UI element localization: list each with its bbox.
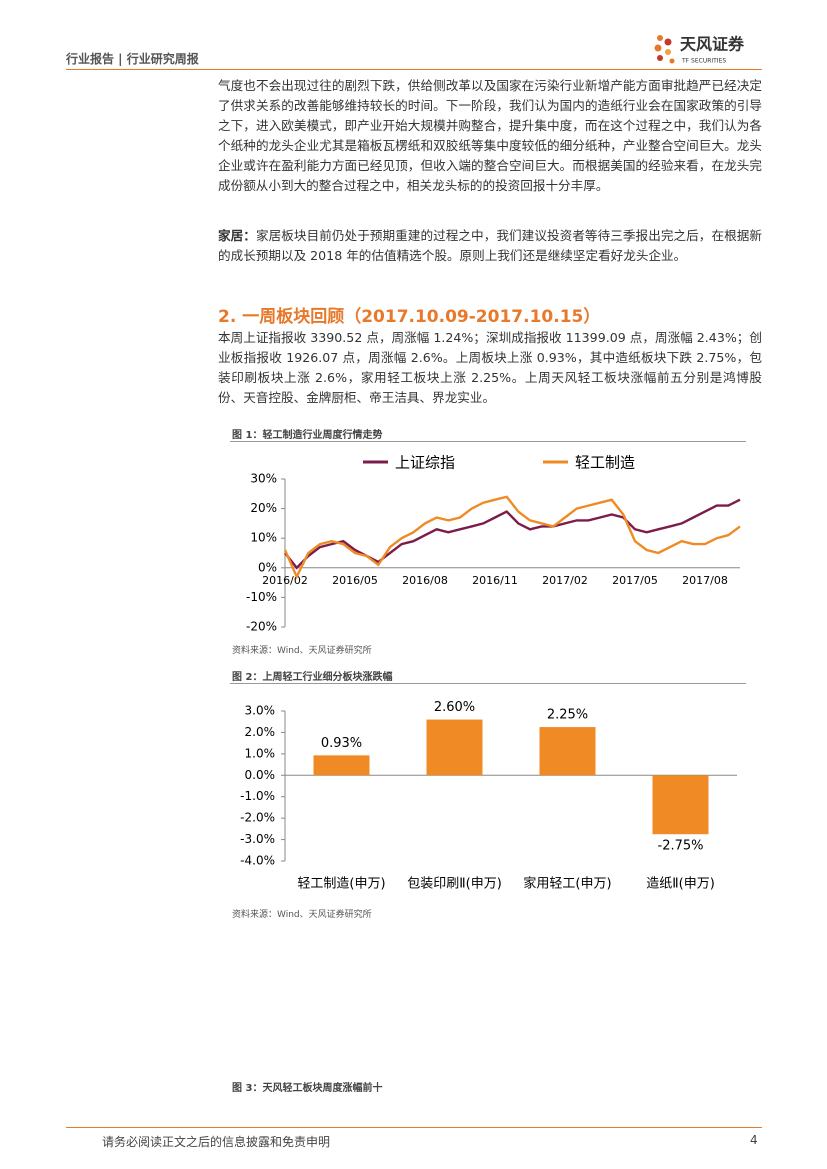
x-tick-label: 2017/08 [682, 574, 728, 587]
x-tick-label: 造纸Ⅱ(申万) [646, 877, 715, 892]
figure-source: 资料来源：Wind、天风证券研究所 [232, 910, 372, 920]
paragraph: 气度也不会出现过往的剧烈下跌，供给侧改革以及国家在污染行业新增产能方面审批趋严已… [218, 78, 762, 193]
y-tick-label: -3.0% [240, 832, 275, 846]
legend-label: 上证综指 [395, 454, 455, 472]
y-tick-label: 30% [250, 472, 277, 486]
bar [426, 719, 483, 776]
x-tick-label: 2016/11 [472, 574, 518, 587]
footer-disclaimer: 请务必阅读正文之后的信息披露和免责申明 [102, 1135, 331, 1149]
y-tick-label: 10% [250, 531, 277, 545]
paragraph-lead: 家居： [218, 228, 256, 243]
header-label: 行业报告 | 行业研究周报 [66, 52, 199, 66]
value-label: 2.25% [547, 708, 588, 723]
value-label: 0.93% [321, 736, 362, 751]
line-chart: -20% -10% 0% 10% 20% 30% 2016/02 2016/05 2016/08… [246, 454, 741, 634]
y-tick-label: -4.0% [240, 854, 275, 868]
y-tick-label: 1.0% [245, 746, 276, 760]
caption-rule [230, 683, 746, 684]
series-line [284, 498, 741, 570]
x-tick-label: 2016/05 [332, 574, 378, 587]
y-tick-label: -1.0% [240, 789, 275, 803]
figure-caption: 图 1：轻工制造行业周度行情走势 [232, 430, 383, 441]
logo-subtext: TF SECURITIES [681, 58, 726, 65]
x-tick-label: 2016/02 [262, 574, 308, 587]
paragraph-text: 家居板块目前仍处于预期重建的过程之中，我们建议投资者等待三季报出完之后，在根据新… [218, 228, 763, 263]
y-tick-label: 0% [258, 560, 277, 574]
paragraph: 本周上证指报收 3390.52 点，周涨幅 1.24%；深圳成指报收 11399… [218, 330, 762, 405]
bar [313, 755, 370, 776]
footer-rule [66, 1127, 762, 1128]
y-tick-label: -10% [246, 590, 277, 604]
value-label: 2.60% [434, 700, 475, 715]
header-rule [66, 69, 762, 70]
bar [539, 727, 596, 776]
x-tick-label: 轻工制造(申万) [297, 877, 385, 892]
x-tick-label: 包装印刷Ⅱ(申万) [407, 877, 502, 892]
y-tick-label: 20% [250, 501, 277, 515]
x-tick-label: 家用轻工(申万) [523, 876, 611, 892]
logo-text: 天风证券 [680, 35, 745, 54]
y-tick-label: -20% [246, 620, 277, 634]
bar-chart: -4.0% -3.0% -2.0% -1.0% 0.0% 1.0% 2.0% 3.0% 0.93… [240, 700, 737, 892]
value-label: -2.75% [658, 839, 704, 854]
section-heading: 2. 一周板块回顾（2017.10.09-2017.10.15） [218, 307, 601, 327]
y-tick-label: 0.0% [245, 768, 276, 782]
y-tick-label: -2.0% [240, 811, 275, 825]
y-tick-label: 2.0% [245, 725, 276, 739]
bar [652, 775, 709, 835]
caption-rule [230, 441, 746, 442]
logo: 天风证券 TF SECURITIES [654, 35, 745, 65]
x-tick-label: 2016/08 [402, 574, 448, 587]
figure-caption: 图 3：天风轻工板块周度涨幅前十 [232, 1083, 383, 1094]
legend-label: 轻工制造 [575, 454, 635, 472]
figure-caption: 图 2：上周轻工行业细分板块涨跌幅 [232, 672, 393, 683]
figure-source: 资料来源：Wind、天风证券研究所 [232, 646, 372, 656]
x-tick-label: 2017/05 [612, 574, 658, 587]
page-number: 4 [750, 1133, 758, 1147]
paragraph: 家居：家居板块目前仍处于预期重建的过程之中，我们建议投资者等待三季报出完之后，在… [218, 226, 762, 266]
x-tick-label: 2017/02 [542, 574, 588, 587]
y-tick-label: 3.0% [245, 704, 276, 718]
series-line [283, 495, 741, 580]
